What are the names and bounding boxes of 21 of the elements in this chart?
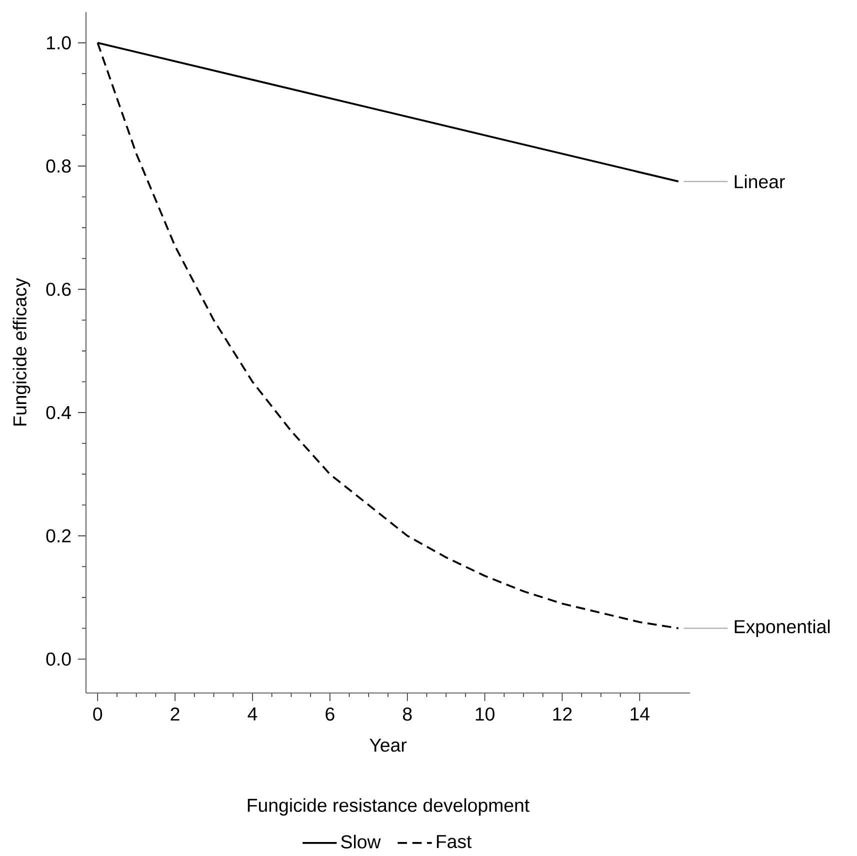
legend-title: Fungicide resistance development <box>248 798 530 816</box>
y-tick-label: 0.8 <box>46 159 71 172</box>
legend-label: Slow <box>341 834 381 848</box>
y-tick-label: 0.0 <box>46 652 71 666</box>
x-axis-title: Year <box>370 738 407 752</box>
y-tick-label: 0.4 <box>46 406 71 419</box>
y-tick-label: 0.6 <box>46 282 71 296</box>
y-tick-label: 1.0 <box>46 36 71 50</box>
x-tick-label: 12 <box>553 707 572 720</box>
y-axis-title: Fungicide efficacy <box>12 278 30 426</box>
legend-label: Fast <box>436 834 472 848</box>
x-tick-label: 0 <box>93 707 102 720</box>
x-tick-label: 4 <box>248 707 258 720</box>
annotation: Exponential <box>734 619 830 637</box>
annotation: Linear <box>734 174 785 188</box>
y-tick-label: 0.2 <box>46 528 71 542</box>
x-tick-label: 10 <box>476 707 494 720</box>
x-tick-label: 14 <box>630 707 650 720</box>
x-tick-label: 6 <box>326 707 334 720</box>
x-tick-label: 2 <box>170 707 180 720</box>
x-tick-label: 8 <box>402 707 412 720</box>
